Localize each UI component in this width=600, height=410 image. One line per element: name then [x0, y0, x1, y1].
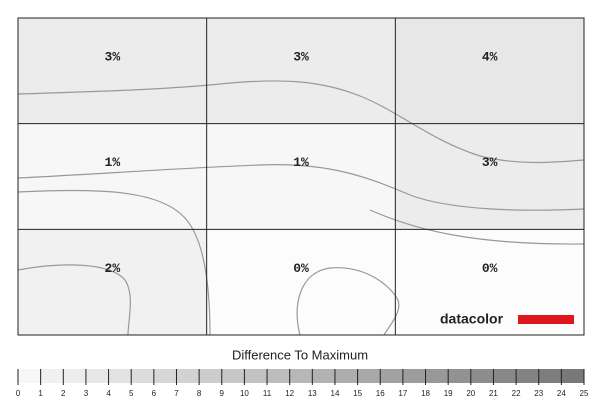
- cell-label: 3%: [293, 50, 309, 65]
- colorbar-segment: [40, 369, 64, 383]
- cell-label: 1%: [105, 155, 121, 170]
- cell-label: 1%: [293, 155, 309, 170]
- colorbar-tick-label: 0: [16, 389, 21, 398]
- colorbar-tick-label: 17: [398, 389, 407, 398]
- colorbar-tick-label: 8: [197, 389, 202, 398]
- colorbar-tick-label: 13: [308, 389, 317, 398]
- cell: [18, 229, 207, 335]
- colorbar-segment: [334, 369, 358, 383]
- colorbar-segment: [312, 369, 335, 383]
- cell: [395, 123, 584, 230]
- colorbar-segment: [448, 369, 471, 383]
- colorbar-segment: [380, 369, 403, 383]
- cell-label: 3%: [105, 50, 121, 65]
- colorbar-tick-label: 18: [421, 389, 430, 398]
- colorbar-segment: [108, 369, 132, 383]
- cell: [395, 18, 584, 124]
- colorbar-segment: [425, 369, 449, 383]
- contour: [369, 209, 584, 245]
- colorbar-tick-label: 2: [61, 389, 66, 398]
- colorbar-segment: [289, 369, 313, 383]
- cell: [206, 18, 396, 124]
- colorbar-tick-label: 5: [129, 389, 134, 398]
- colorbar-segment: [470, 369, 494, 383]
- cell-label: 3%: [482, 155, 498, 170]
- colorbar-tick-label: 1: [38, 389, 43, 398]
- colorbar-segment: [131, 369, 154, 383]
- contours: [18, 80, 584, 335]
- colorbar-segment: [561, 369, 584, 383]
- colorbar-tick-label: 11: [263, 389, 272, 398]
- colorbar-segment: [357, 369, 381, 383]
- colorbar-segment: [63, 369, 86, 383]
- cell: [206, 123, 396, 230]
- cell-label: 2%: [105, 261, 121, 276]
- colorbar-segment: [153, 369, 177, 383]
- contour: [18, 264, 131, 335]
- brand-bar: [518, 315, 574, 324]
- colorbar-tick-label: 25: [580, 389, 589, 398]
- colorbar-segment: [85, 369, 109, 383]
- cell-label: 0%: [293, 261, 309, 276]
- colorbar-segment: [199, 369, 222, 383]
- brand: datacolor: [440, 311, 504, 327]
- colorbar-tick-label: 21: [489, 389, 498, 398]
- colorbar-segment: [267, 369, 290, 383]
- contour: [18, 164, 584, 211]
- colorbar-tick-label: 20: [466, 389, 475, 398]
- frame: [17, 17, 585, 336]
- colorbar-segment: [18, 369, 41, 383]
- colorbar-title: Difference To Maximum: [232, 347, 368, 362]
- colorbar-tick-label: 22: [512, 389, 521, 398]
- colorbar-segment: [402, 369, 426, 383]
- cells: [18, 18, 584, 335]
- contour: [296, 267, 400, 335]
- colorbar-tick-label: 3: [84, 389, 89, 398]
- colorbar-segment: [493, 369, 517, 383]
- cell-label: 4%: [482, 50, 498, 65]
- colorbar-segment: [516, 369, 539, 383]
- colorbar-tick-label: 24: [557, 389, 566, 398]
- contour: [18, 80, 584, 164]
- colorbar-tick-label: 19: [444, 389, 453, 398]
- cell: [206, 229, 396, 335]
- colorbar-tick-label: 4: [106, 389, 111, 398]
- grid: 3% 3% 4% 1% 1% 3% 2% 0% 0%: [17, 17, 585, 336]
- colorbar-tick-label: 16: [376, 389, 385, 398]
- colorbar-segment: [244, 369, 268, 383]
- colorbar-tick-label: 23: [534, 389, 543, 398]
- cell: [18, 18, 207, 124]
- colorbar-tick-label: 10: [240, 389, 249, 398]
- colorbar-tick-label: 7: [174, 389, 179, 398]
- colorbar-tick-label: 15: [353, 389, 362, 398]
- colorbar-tick-label: 12: [285, 389, 294, 398]
- colorbar-tick-label: 6: [152, 389, 157, 398]
- cell-label: 0%: [482, 261, 498, 276]
- colorbar-segment: [221, 369, 245, 383]
- colorbar: 0 1 2 3 4 5 6 7 8 9 10 11 12 13 14 15 16 17 18 19 20 21 22 23 24…: [16, 369, 589, 398]
- colorbar-segment: [176, 369, 200, 383]
- colorbar-segment: [538, 369, 562, 383]
- contour: [18, 189, 211, 335]
- colorbar-tick-label: 9: [220, 389, 225, 398]
- colorbar-tick-label: 14: [331, 389, 340, 398]
